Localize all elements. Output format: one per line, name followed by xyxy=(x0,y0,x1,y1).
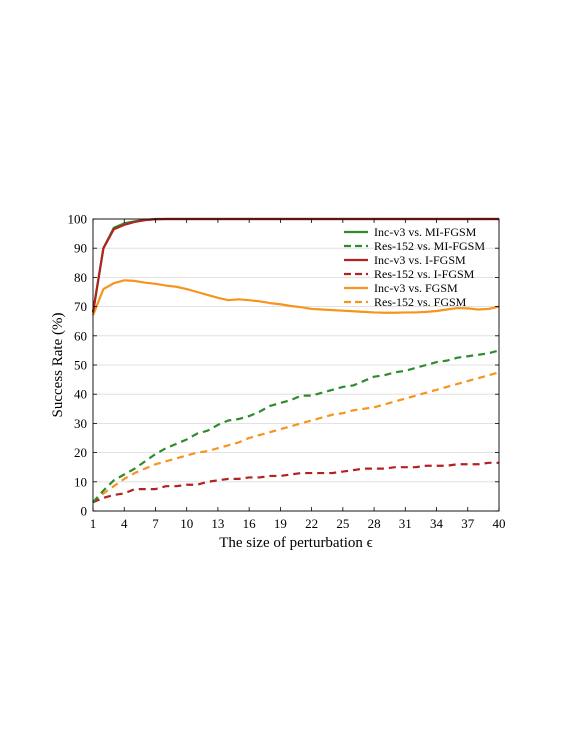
series-line-5 xyxy=(91,279,500,316)
x-tick-label: 31 xyxy=(399,516,412,531)
y-tick-label: 20 xyxy=(74,445,87,460)
legend-entry-label: Inc-v3 vs. MI-FGSM xyxy=(374,225,477,239)
legend-entry-label: Inc-v3 vs. I-FGSM xyxy=(374,253,466,267)
y-tick-label: 0 xyxy=(81,504,88,519)
y-tick-label: 30 xyxy=(74,416,87,431)
x-tick-label: 22 xyxy=(305,516,318,531)
x-tick-label: 34 xyxy=(430,516,444,531)
y-axis-label: Success Rate (%) xyxy=(50,313,66,418)
x-tick-label: 13 xyxy=(211,516,224,531)
x-tick-label: 4 xyxy=(121,516,128,531)
legend-entry-label: Res-152 vs. I-FGSM xyxy=(374,267,475,281)
y-tick-label: 80 xyxy=(74,270,87,285)
y-tick-label: 90 xyxy=(74,241,87,256)
x-tick-label: 28 xyxy=(368,516,381,531)
series-line-6 xyxy=(92,371,500,504)
y-tick-label: 70 xyxy=(74,299,87,314)
x-tick-label: 1 xyxy=(90,516,97,531)
axis-ticks: 0 10 20 30 40 50 60 70 80 90 100 1 4 7 10 13 16 19 22 25 28 3… xyxy=(68,212,506,532)
x-tick-label: 7 xyxy=(152,516,159,531)
legend-entry-label: Res-152 vs. FGSM xyxy=(374,295,467,309)
legend-entry-label: Res-152 vs. MI-FGSM xyxy=(374,239,485,253)
y-tick-label: 100 xyxy=(68,212,88,227)
y-tick-label: 10 xyxy=(74,474,87,489)
x-tick-label: 19 xyxy=(274,516,287,531)
series-line-4 xyxy=(92,461,499,504)
x-tick-label: 40 xyxy=(493,516,506,531)
x-tick-label: 10 xyxy=(180,516,193,531)
y-tick-label: 60 xyxy=(74,328,87,343)
x-tick-label: 37 xyxy=(461,516,475,531)
x-tick-label: 25 xyxy=(336,516,349,531)
y-tick-label: 40 xyxy=(74,387,87,402)
x-tick-label: 16 xyxy=(243,516,257,531)
series-line-2 xyxy=(92,349,500,503)
y-tick-label: 50 xyxy=(74,358,87,373)
x-axis-label: The size of perturbation ϵ xyxy=(219,535,373,551)
legend-entry-label: Inc-v3 vs. FGSM xyxy=(374,281,458,295)
